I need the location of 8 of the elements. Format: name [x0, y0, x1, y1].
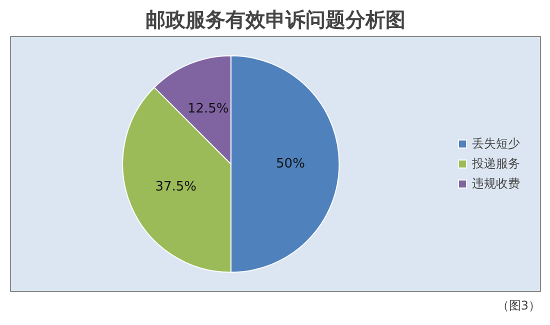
text: （图3）: [496, 298, 541, 312]
chart-title: 邮政服务有效申诉问题分析图: [146, 8, 406, 32]
legend-label: 投递服务: [472, 155, 520, 172]
legend-label: 丢失短少: [472, 135, 520, 152]
legend-label: 违规收费: [472, 175, 520, 192]
data-label: 37.5%: [155, 179, 197, 194]
data-label: 12.5%: [187, 101, 229, 116]
data-label: 50%: [276, 156, 305, 172]
